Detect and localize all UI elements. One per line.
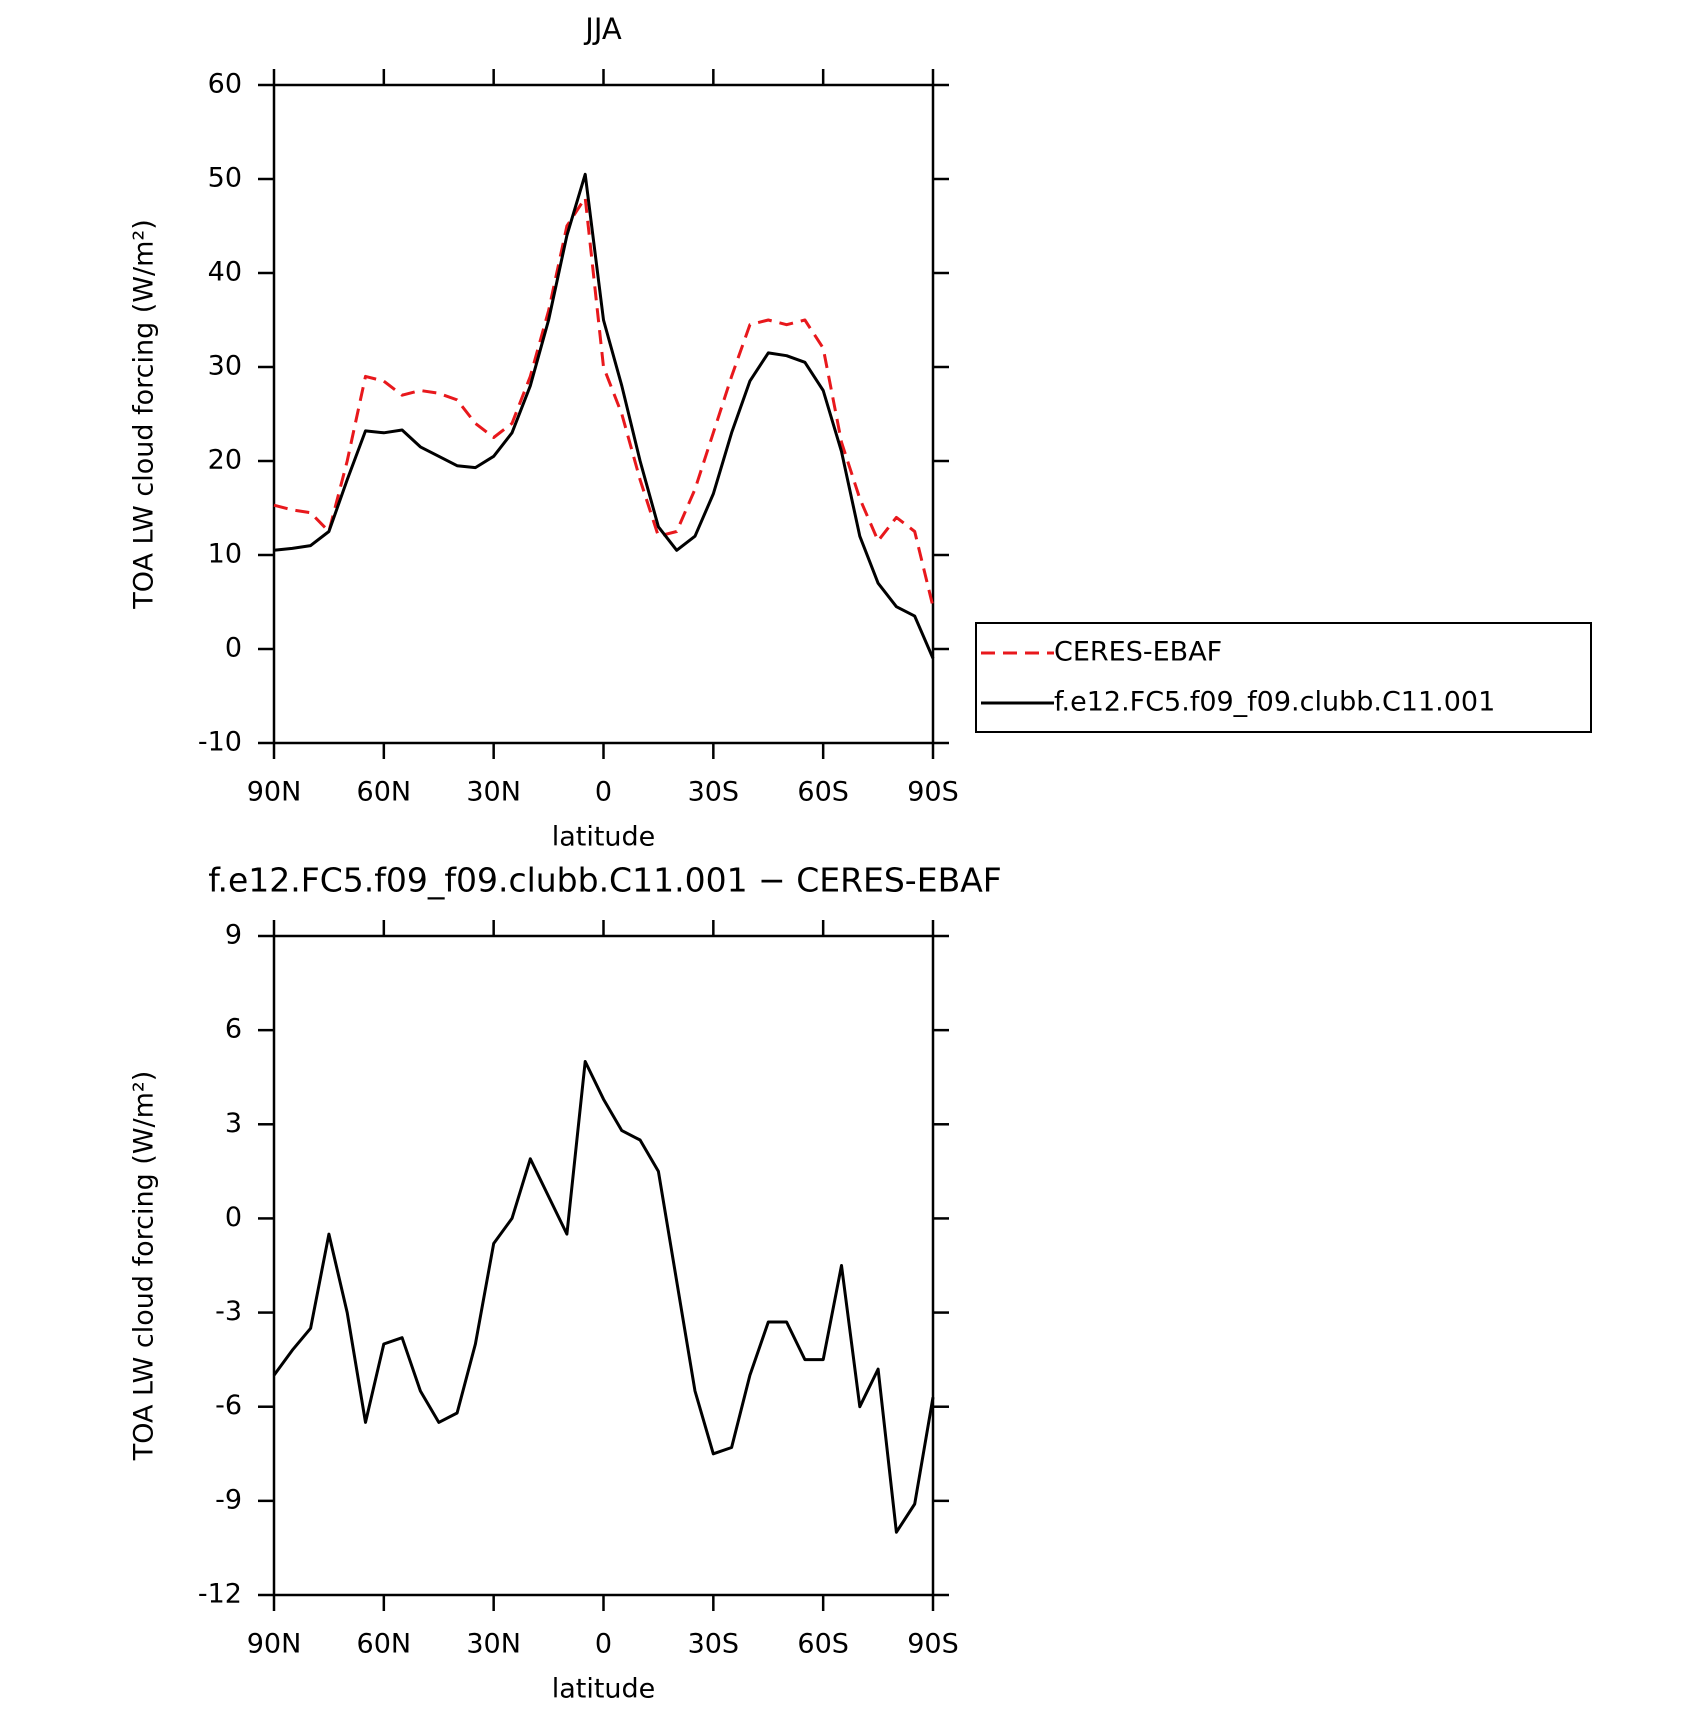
data-line — [272, 1060, 935, 1534]
y-tick-label: -12 — [198, 1579, 242, 1610]
y-tick-label: 6 — [225, 1014, 242, 1045]
y-tick-label: 3 — [225, 1108, 242, 1139]
x-tick-label: 60S — [797, 1629, 849, 1660]
data-line — [273, 196, 935, 608]
legend-box — [975, 622, 1592, 733]
y-axis-label: TOA LW cloud forcing (W/m²) — [129, 1071, 160, 1462]
x-tick-label: 30S — [688, 777, 740, 808]
data-line — [273, 172, 935, 659]
y-tick-label: 9 — [225, 920, 242, 951]
plot-frame — [272, 83, 935, 745]
y-tick-label: 30 — [208, 351, 242, 382]
y-tick-label: -9 — [215, 1484, 242, 1515]
chart-title: f.e12.FC5.f09_f09.clubb.C11.001 − CERES-… — [208, 861, 1002, 900]
x-tick-label: 0 — [595, 1629, 612, 1660]
x-tick-label: 90S — [907, 777, 959, 808]
x-axis-label: latitude — [552, 1674, 656, 1705]
y-tick-label: 0 — [225, 1202, 242, 1233]
chart-title: JJA — [583, 12, 622, 46]
x-tick-label: 90N — [247, 1629, 302, 1660]
x-tick-label: 90N — [247, 777, 302, 808]
x-tick-label: 60N — [357, 1629, 412, 1660]
x-tick-label: 30S — [688, 1629, 740, 1660]
y-tick-label: 50 — [208, 163, 242, 194]
legend-label: f.e12.FC5.f09_f09.clubb.C11.001 — [1054, 687, 1495, 718]
x-tick-label: 90S — [907, 1629, 959, 1660]
y-tick-label: -6 — [215, 1390, 242, 1421]
x-tick-label: 30N — [466, 1629, 521, 1660]
y-axis-label: TOA LW cloud forcing (W/m²) — [129, 219, 160, 610]
x-tick-label: 60S — [797, 777, 849, 808]
x-axis-label: latitude — [552, 822, 656, 853]
y-tick-label: 40 — [208, 257, 242, 288]
y-tick-label: -3 — [215, 1296, 242, 1327]
y-tick-label: 60 — [208, 69, 242, 100]
plot-frame — [272, 934, 935, 1597]
legend-label: CERES-EBAF — [1054, 637, 1222, 668]
y-tick-label: 0 — [225, 633, 242, 664]
x-tick-label: 60N — [357, 777, 412, 808]
y-tick-label: 20 — [208, 445, 242, 476]
y-tick-label: 10 — [208, 539, 242, 570]
x-tick-label: 0 — [595, 777, 612, 808]
x-tick-label: 30N — [466, 777, 521, 808]
y-tick-label: -10 — [198, 727, 242, 758]
